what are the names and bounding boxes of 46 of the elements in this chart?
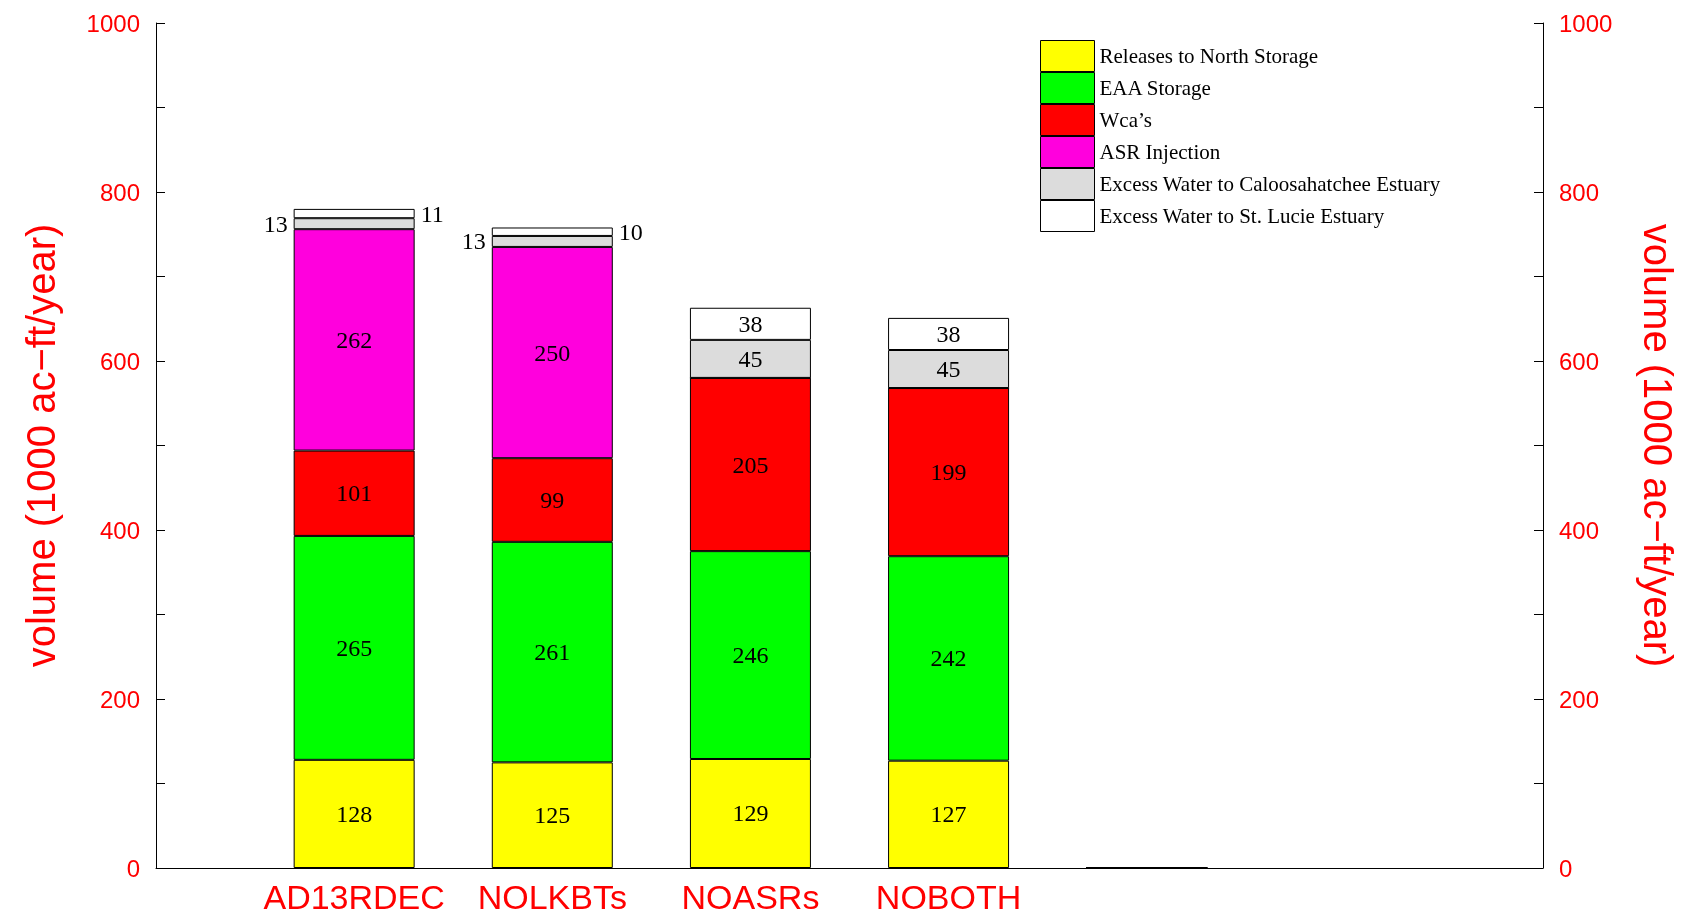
- x-tick-label: NOLKBTs: [477, 878, 627, 916]
- y-tick-label: 1000: [86, 9, 140, 37]
- y-tick-label: 200: [99, 685, 140, 713]
- y-tick-label: 0: [126, 854, 140, 882]
- legend-label: ASR Injection: [1099, 140, 1221, 164]
- y2-tick-label: 200: [1559, 685, 1600, 713]
- data-label: 45: [936, 356, 961, 383]
- y-axis-title: volume (1000 ac−ft/year): [19, 223, 63, 668]
- x-tick-label: NOBOTH: [875, 878, 1022, 916]
- data-label: 101: [336, 480, 373, 507]
- y2-tick-label: 0: [1559, 854, 1573, 882]
- data-label: 38: [738, 310, 763, 337]
- data-label: 38: [936, 320, 961, 347]
- data-label: 205: [732, 451, 769, 478]
- data-label: 11: [420, 200, 444, 227]
- data-label: 199: [930, 459, 967, 486]
- legend-label: Wca’s: [1099, 108, 1152, 132]
- y-tick-label: 600: [99, 347, 140, 375]
- data-label: 265: [336, 634, 373, 661]
- data-label: 246: [732, 642, 769, 669]
- data-label: 45: [738, 345, 763, 372]
- y2-tick-label: 400: [1559, 516, 1600, 544]
- y-tick-label: 800: [99, 178, 140, 206]
- data-label: 242: [930, 645, 967, 672]
- data-label: 128: [336, 800, 373, 827]
- legend-label: Excess Water to Caloosahatchee Estuary: [1099, 172, 1441, 196]
- y2-axis-title: volume (1000 ac−ft/year): [1636, 223, 1680, 668]
- y-tick-label: 400: [99, 516, 140, 544]
- data-label: 262: [336, 326, 373, 353]
- data-label: 13: [263, 210, 288, 237]
- data-label: 125: [534, 802, 571, 829]
- data-label: 250: [534, 339, 571, 366]
- data-label: 127: [930, 801, 967, 828]
- y2-tick-label: 800: [1559, 178, 1600, 206]
- y2-tick-label: 1000: [1559, 9, 1613, 37]
- legend-label: EAA Storage: [1099, 76, 1211, 100]
- x-tick-label: AD13RDEC: [263, 878, 445, 916]
- data-label: 129: [732, 800, 769, 827]
- legend-label: Releases to North Storage: [1099, 44, 1319, 68]
- x-tick-label: NOASRs: [681, 878, 820, 916]
- data-label: 13: [461, 228, 486, 255]
- legend-label: Excess Water to St. Lucie Estuary: [1099, 204, 1385, 228]
- data-label: 10: [618, 218, 643, 245]
- data-label: 261: [534, 639, 571, 666]
- data-label: 99: [540, 487, 565, 513]
- y2-tick-label: 600: [1559, 347, 1600, 375]
